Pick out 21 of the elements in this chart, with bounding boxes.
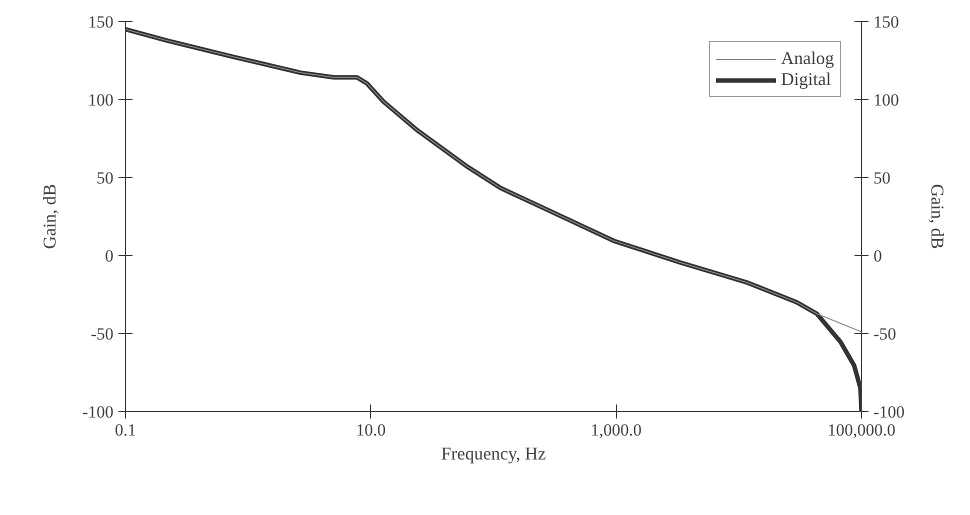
y2-tick-label: 0	[874, 246, 882, 266]
y-tick-label: 150	[88, 12, 114, 32]
x-tick-label: 1,000.0	[590, 420, 642, 440]
y2-tick-label: -50	[874, 324, 896, 344]
y-tick-label: -100	[82, 402, 114, 422]
y2-tick-label: 150	[874, 12, 899, 32]
x-axis-title: Frequency, Hz	[441, 444, 546, 464]
y2-axis-title: Gain, dB	[928, 184, 948, 249]
y2-tick-label: 50	[874, 168, 890, 188]
legend-label: Analog	[781, 48, 834, 69]
x-tick-label: 100,000.0	[828, 420, 896, 440]
y-tick-label: 0	[105, 246, 114, 266]
y-tick-label: 50	[96, 168, 114, 188]
y-tick-label: 100	[88, 90, 114, 110]
legend-label: Digital	[781, 69, 831, 90]
y-tick-label: -50	[90, 324, 114, 344]
x-tick-label: 10.0	[356, 420, 386, 440]
y2-tick-label: 100	[874, 90, 899, 110]
y2-tick-label: -100	[874, 402, 905, 422]
y-axis-title: Gain, dB	[39, 184, 60, 249]
x-tick-label: 0.1	[114, 420, 136, 440]
